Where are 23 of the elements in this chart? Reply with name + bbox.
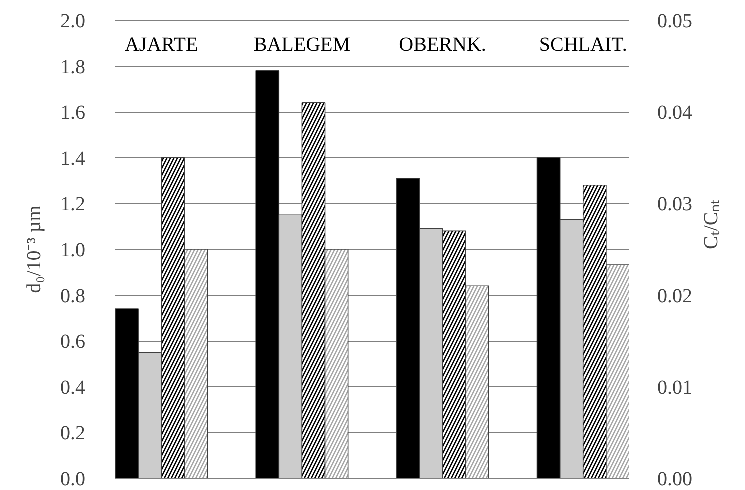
y2-axis-title: Cₜ/Cₙₜ — [700, 199, 722, 250]
y2-tick-label: 0.04 — [658, 102, 692, 124]
y-tick-label: 1.8 — [60, 56, 86, 78]
x-tick-label: SCHLAIT. — [539, 34, 628, 56]
x-tick-label: OBERNK. — [399, 34, 486, 56]
y-tick-label: 0.8 — [60, 285, 86, 308]
x-tick-label: BALEGEM — [254, 34, 351, 56]
y2-tick-label: 0.01 — [658, 376, 692, 399]
y2-tick-label: 0.00 — [658, 468, 692, 490]
y-tick-label: 1.6 — [60, 102, 86, 124]
y2-tick-label: 0.05 — [658, 10, 692, 32]
y-tick-label: 2.0 — [60, 10, 86, 32]
y-tick-label: 1.0 — [60, 240, 86, 262]
y-tick-label: 0.0 — [60, 468, 86, 490]
y-tick-label: 1.2 — [60, 194, 86, 216]
y-tick-label: 1.4 — [60, 148, 86, 170]
y-axis-title: d₀/10⁻³ µm — [24, 205, 46, 294]
y2-tick-label: 0.03 — [658, 194, 692, 216]
x-tick-label: AJARTE — [124, 34, 198, 56]
y2-tick-label: 0.02 — [658, 285, 692, 308]
y-tick-label: 0.2 — [60, 422, 86, 445]
y-tick-label: 0.6 — [60, 331, 86, 354]
y-tick-label: 0.4 — [60, 376, 86, 399]
